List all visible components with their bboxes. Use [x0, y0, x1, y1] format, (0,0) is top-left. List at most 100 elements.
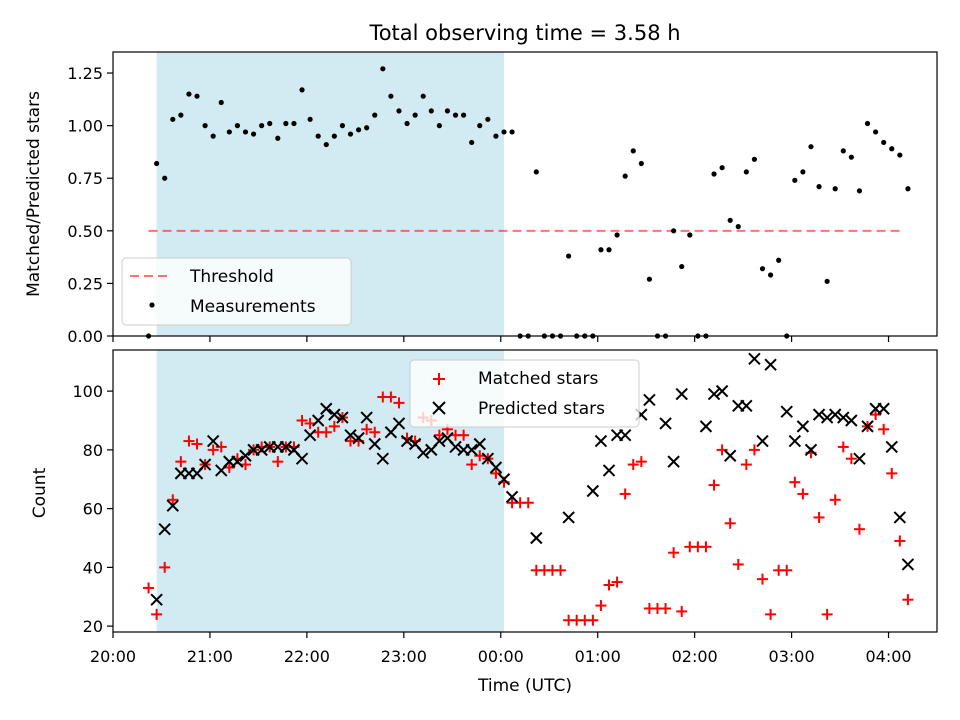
matched-stars-points	[143, 391, 914, 626]
predicted-star-mark-b	[352, 431, 365, 445]
measurement-point	[380, 66, 386, 72]
matched-star-point	[797, 488, 809, 500]
matched-star-point	[676, 605, 688, 617]
predicted-star-mark-b	[877, 402, 890, 415]
matched-star-point	[845, 453, 857, 465]
measurement-point	[347, 131, 354, 137]
matched-star-point	[894, 535, 906, 547]
count-x-tick-label: 23:00	[381, 647, 427, 666]
predicted-star-mark-b	[643, 393, 656, 407]
count-panel: 20 40 60 80 100 20:00 21:00 22:00 23:00 00:00 01:…	[30, 349, 938, 696]
predicted-star-point	[594, 434, 608, 448]
predicted-star-point	[497, 473, 511, 486]
matched-star-point	[159, 561, 171, 573]
measurement-point	[226, 129, 232, 135]
matched-star-point	[183, 435, 195, 447]
predicted-star-mark-b	[804, 443, 818, 457]
predicted-star-point	[845, 414, 858, 427]
predicted-star-point	[667, 455, 680, 468]
matched-star-point	[385, 391, 397, 403]
predicted-star-mark-b	[441, 431, 454, 445]
predicted-star-point	[812, 408, 826, 421]
predicted-star-mark-b	[497, 473, 511, 486]
measurement-point	[606, 247, 612, 253]
predicted-star-mark-b	[675, 387, 688, 401]
predicted-star-mark-b	[586, 484, 600, 498]
measurement-point	[477, 123, 483, 129]
predicted-star-mark-b	[829, 408, 842, 421]
ratio-legend: Threshold Measurements	[121, 257, 352, 326]
matched-star-point	[716, 444, 728, 456]
predicted-star-mark-b	[853, 452, 866, 465]
count-legend-box	[409, 359, 640, 428]
ratio-y-axis-label: Matched/Predicted stars	[24, 91, 44, 297]
predicted-star-point	[723, 449, 737, 462]
count-y-tick-label: 40	[83, 558, 103, 577]
predicted-star-mark-b	[376, 452, 390, 465]
predicted-star-mark-b	[303, 428, 317, 442]
count-y-tick-label: 80	[83, 441, 103, 460]
predicted-star-mark-b	[723, 449, 737, 462]
ratio-y-tick-label: 0.75	[67, 169, 103, 188]
measurement-point	[638, 160, 644, 167]
count-y-axis-label: Count	[30, 467, 50, 518]
predicted-star-point	[295, 452, 309, 465]
measurement-point	[864, 120, 871, 127]
predicted-star-point	[255, 443, 268, 457]
predicted-star-point	[715, 384, 729, 398]
measurement-point	[711, 171, 717, 177]
matched-star-point	[466, 459, 478, 471]
measurement-point	[178, 112, 184, 118]
matched-star-point	[175, 456, 187, 468]
predicted-star-mark-b	[489, 461, 503, 474]
predicted-star-point	[279, 440, 293, 454]
measurement-point	[242, 129, 249, 135]
predicted-star-mark-b	[667, 455, 680, 468]
predicted-stars-points	[150, 352, 915, 606]
predicted-star-point	[303, 428, 317, 442]
matched-star-point	[837, 441, 849, 453]
predicted-star-point	[837, 411, 850, 424]
predicted-star-mark-b	[901, 558, 915, 571]
predicted-star-point	[901, 558, 915, 571]
matched-star-point	[757, 573, 769, 585]
matched-star-point	[902, 594, 914, 606]
measurement-point	[897, 152, 903, 158]
measurement-point	[566, 253, 572, 259]
matched-star-point	[215, 441, 227, 453]
measurement-point	[170, 116, 176, 122]
measurement-point	[840, 148, 846, 154]
ratio-y-ticks: 0.00 0.25 0.50 0.75 1.00 1.25	[67, 64, 113, 346]
measurement-point	[905, 186, 911, 192]
predicted-star-point	[586, 484, 600, 498]
matched-star-point	[328, 420, 340, 432]
measurement-point	[315, 133, 321, 139]
predicted-star-point	[562, 511, 575, 524]
measurement-point	[509, 129, 515, 135]
predicted-star-mark-b	[659, 417, 672, 430]
measurement-point	[848, 154, 854, 160]
matched-star-point	[167, 494, 179, 506]
measurement-point	[452, 112, 459, 118]
predicted-star-mark-b	[707, 387, 721, 401]
predicted-star-point	[618, 428, 632, 442]
ratio-panel: 0.00 0.25 0.50 0.75 1.00 1.25 Total observing…	[24, 21, 938, 346]
measurement-point	[436, 123, 442, 129]
predicted-star-point	[336, 411, 349, 424]
predicted-star-mark-b	[320, 402, 333, 415]
predicted-star-mark-b	[150, 593, 163, 606]
matched-star-point	[587, 614, 599, 626]
measurement-point	[485, 116, 491, 122]
predicted-star-point	[433, 434, 446, 448]
ratio-y-tick-label: 1.00	[67, 117, 103, 136]
predicted-star-mark-b	[837, 411, 850, 424]
predicted-star-mark-b	[473, 437, 486, 451]
measurement-point	[331, 133, 337, 139]
matched-star-point	[369, 426, 381, 438]
measurement-point	[533, 169, 539, 175]
predicted-star-point	[449, 440, 462, 454]
count-legend: Matched stars Predicted stars	[409, 359, 640, 428]
predicted-star-mark-b	[481, 452, 495, 465]
matched-star-point	[829, 494, 841, 506]
predicted-star-point	[764, 358, 777, 371]
